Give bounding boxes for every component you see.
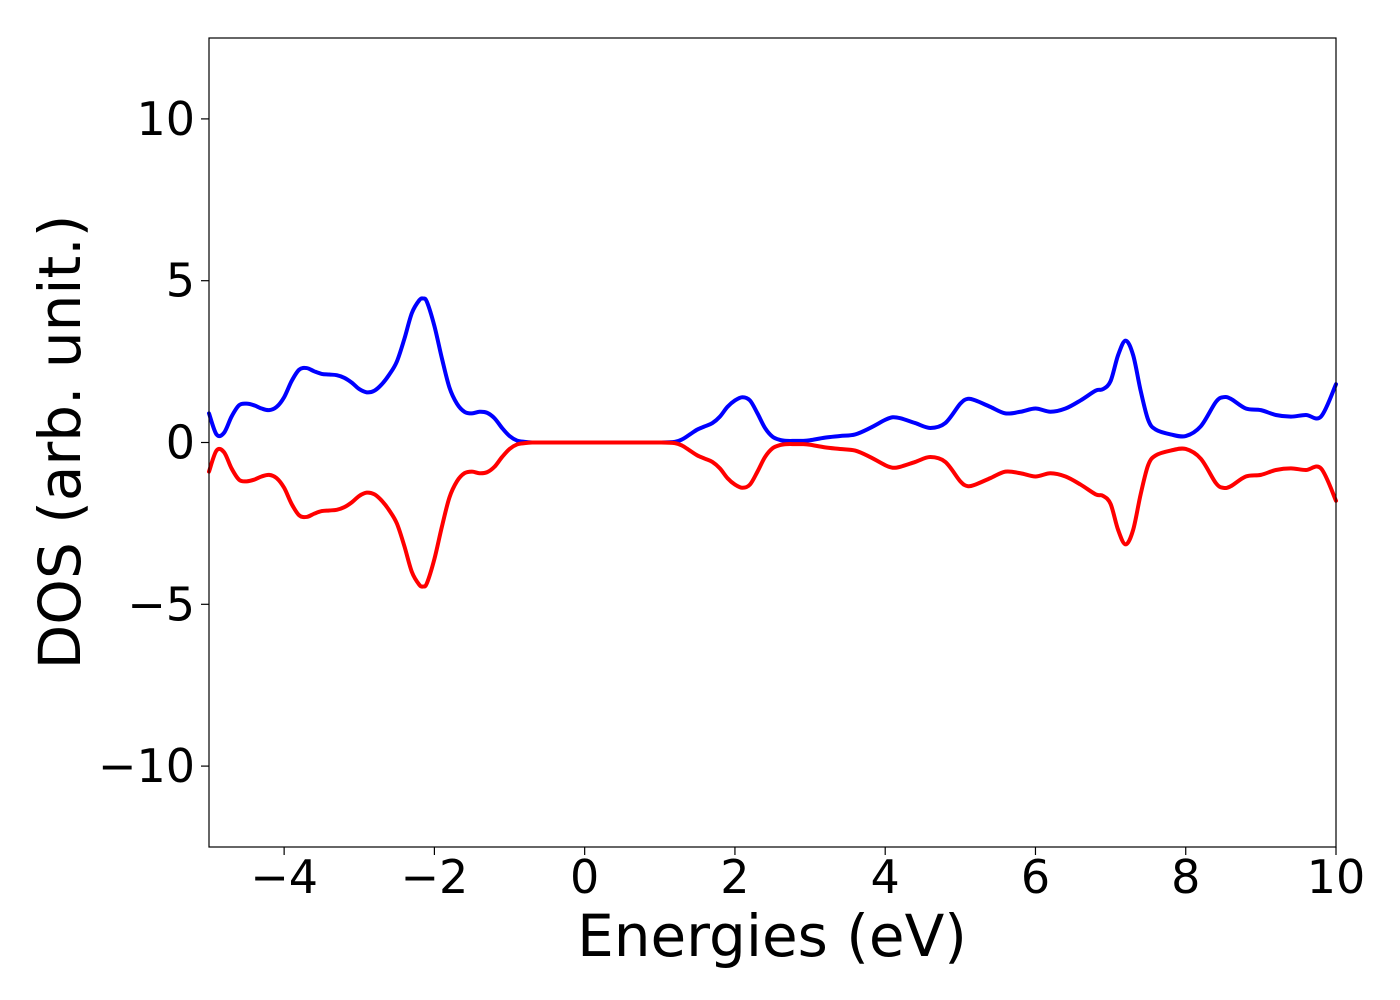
y-tick-label: 0 <box>166 416 195 470</box>
x-tick-label: 4 <box>871 850 900 904</box>
y-axis-title: DOS (arb. unit.) <box>26 215 94 670</box>
x-tick-label: 8 <box>1171 850 1200 904</box>
series-line-2 <box>207 440 1338 589</box>
x-tick-label: −4 <box>250 850 318 904</box>
y-axis-ticks: −10 −5 0 5 10 <box>98 92 209 793</box>
plot-series <box>207 296 1338 589</box>
x-axis-ticks: −4 −2 0 2 4 6 8 10 <box>250 847 1365 904</box>
y-tick-label: −5 <box>127 577 195 631</box>
x-tick-label: 0 <box>570 850 599 904</box>
y-tick-label: 5 <box>166 254 195 308</box>
series-line-1 <box>207 296 1338 445</box>
x-tick-label: 2 <box>720 850 749 904</box>
x-tick-label: 6 <box>1021 850 1050 904</box>
x-tick-label: −2 <box>400 850 468 904</box>
x-tick-label: 10 <box>1307 850 1366 904</box>
y-tick-label: −10 <box>98 739 195 793</box>
y-tick-label: 10 <box>136 92 195 146</box>
x-axis-title: Energies (eV) <box>577 902 967 970</box>
